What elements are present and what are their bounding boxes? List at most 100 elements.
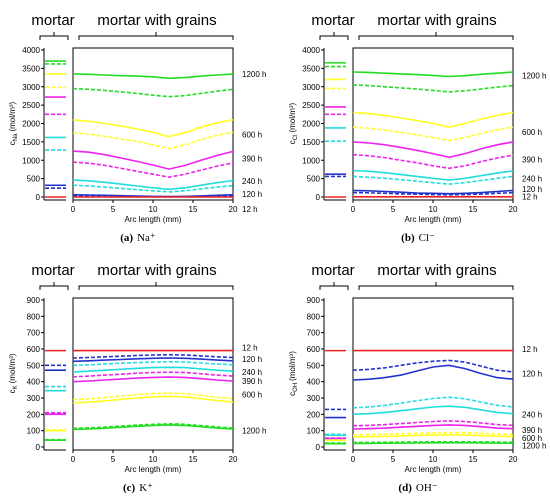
y-tick-label: 800 [307,312,321,321]
y-tick-label: 400 [307,378,321,387]
y-tick-label: 1500 [22,138,40,147]
y-tick-label: 600 [27,345,41,354]
y-tick-label: 500 [27,361,41,370]
x-tick-label: 10 [149,455,158,464]
time-label: 12 h [522,345,538,354]
x-tick-label: 10 [429,455,438,464]
y-tick-label: 800 [27,312,41,321]
mortar-with-grains-title: mortar with grains [97,12,216,29]
y-tick-label: 100 [307,427,321,436]
x-axis-label: Arc length (mm) [125,215,182,224]
y-tick-label: 300 [27,394,41,403]
mortar-brace [319,282,349,290]
series-line-240h-solid [72,366,234,373]
y-axis-label: cOH (mol/m³) [288,351,299,396]
grains-brace [78,32,234,40]
time-label: 600 h [242,131,262,140]
y-tick-label: 200 [307,410,321,419]
y-tick-label: 200 [27,410,41,419]
x-tick-label: 5 [111,205,116,214]
mortar-title: mortar [311,12,354,29]
x-axis-label: Arc length (mm) [405,465,462,474]
y-tick-label: 400 [27,378,41,387]
time-label: 12 h [522,192,538,201]
series-line-390h-dashed [72,371,234,378]
caption-text: Cl⁻ [419,232,435,244]
time-label: 120 h [242,355,262,364]
y-tick-label: 4000 [302,46,320,55]
series-line-390h-dashed [352,420,514,427]
y-label-unit: (mol/m³) [288,102,297,132]
series-line-390h-solid [352,424,514,430]
y-tick-label: 2000 [22,120,40,129]
series-line-600h-dashed [72,392,234,401]
mortar-with-grains-title: mortar with grains [377,12,496,29]
y-tick-label: 500 [307,175,321,184]
x-tick-label: 5 [391,205,396,214]
chart-panel-2: mortar mortar with grains 0 500 1000 1500 2000… [288,12,546,244]
y-tick-label: 0 [316,443,321,452]
caption-text: OH⁻ [416,482,438,494]
chart-panel-3: mortar mortar with grains0100200300400500… [8,262,266,494]
x-tick-label: 0 [351,205,356,214]
x-tick-label: 0 [351,455,356,464]
time-label: 240 h [522,410,542,419]
time-label: 390 h [522,156,542,165]
y-axis-label: cNa (mol/m³) [8,101,19,145]
series-line-1200h-dashed [72,87,234,98]
time-label: 600 h [522,434,542,443]
time-label: 390 h [522,426,542,435]
y-tick-label: 0 [36,193,41,202]
series-line-1200h-dashed [352,84,514,93]
time-label: 390 h [242,377,262,386]
y-tick-label: 500 [307,361,321,370]
series-line-600h-solid [352,111,514,129]
series-line-390h-dashed [72,161,234,179]
x-tick-label: 20 [229,455,238,464]
time-label: 600 h [242,391,262,400]
time-label: 120 h [522,370,542,379]
series-line-120h-dashed [72,353,234,359]
x-tick-label: 5 [391,455,396,464]
series-line-600h-solid [72,119,234,138]
y-tick-label: 900 [307,296,321,305]
caption-text: K⁺ [139,482,153,494]
x-tick-label: 5 [111,455,116,464]
plot-frame [72,47,234,201]
panel-caption: (a) Na⁺ [120,232,156,244]
caption-letter: (d) [398,482,412,494]
time-label: 12 h [242,343,258,352]
y-tick-label: 3000 [302,83,320,92]
y-tick-label: 0 [36,443,41,452]
x-tick-label: 15 [469,455,478,464]
y-label-main: c [8,141,17,145]
time-label: 1200 h [522,441,546,450]
time-label: 600 h [522,128,542,137]
x-tick-label: 0 [71,205,76,214]
series-line-240h-solid [352,405,514,416]
time-label: 240 h [242,177,262,186]
mortar-with-grains-title: mortar with grains [97,262,216,279]
x-tick-label: 10 [149,205,158,214]
panel-caption: (b) Cl⁻ [401,232,435,244]
mortar-title: mortar [31,12,74,29]
series-line-240h-dashed [352,396,514,409]
y-label-sub: OH [293,383,299,392]
y-tick-label: 0 [316,193,321,202]
y-label-main: c [288,392,297,396]
x-tick-label: 15 [469,205,478,214]
time-label: 12 h [242,205,258,214]
panel-caption: (d) OH⁻ [398,482,437,494]
series-line-600h-dashed [352,126,514,142]
series-line-390h-dashed [352,153,514,170]
series-line-240h-dashed [352,175,514,185]
grains-brace [78,282,234,290]
y-tick-label: 600 [307,345,321,354]
y-tick-label: 2500 [22,101,40,110]
grains-brace [358,32,514,40]
y-label-sub: Cl [293,135,299,141]
x-axis-label: Arc length (mm) [405,215,462,224]
time-label: 240 h [522,174,542,183]
series-line-240h-solid [72,179,234,191]
time-label: 120 h [522,185,542,194]
